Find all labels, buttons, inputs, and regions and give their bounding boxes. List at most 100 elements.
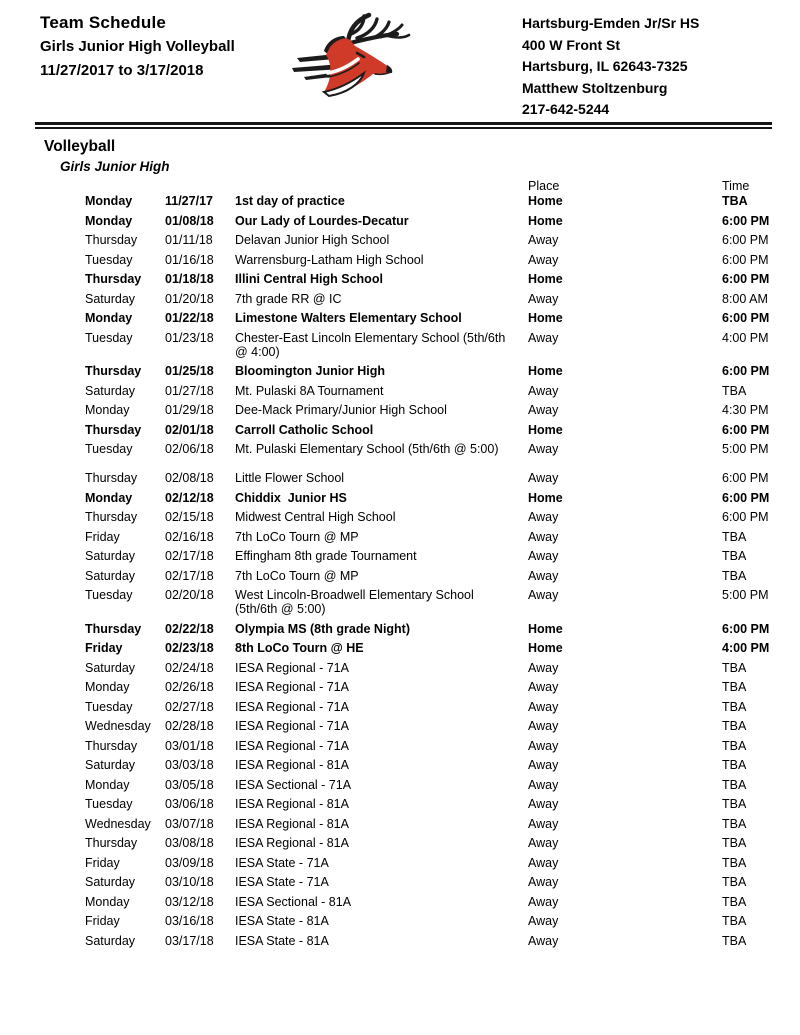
date-cell: 02/27/18: [165, 699, 214, 714]
contact-name: Matthew Stoltzenburg: [522, 79, 668, 96]
day-cell: Wednesday: [85, 816, 151, 831]
event-cell: Mt. Pulaski Elementary School (5th/6th @…: [235, 442, 499, 456]
date-cell: 03/09/18: [165, 855, 214, 870]
event-cell: 7th LoCo Tourn @ MP: [235, 568, 359, 583]
day-cell: Monday: [85, 213, 133, 228]
place-cell: Away: [528, 510, 559, 524]
date-cell: 02/06/18: [165, 442, 214, 456]
event-cell: IESA Sectional - 71A: [235, 777, 352, 792]
schedule-row: Thursday 02/08/18 Little Flower School A…: [85, 471, 800, 485]
time-cell: 6:00 PM: [722, 213, 770, 228]
schedule-row: Saturday 03/17/18 IESA State - 81A Away …: [85, 934, 800, 948]
event-cell: IESA Regional - 71A: [235, 738, 349, 753]
schedule-row: Thursday 01/18/18 Illini Central High Sc…: [85, 272, 800, 286]
time-cell: TBA: [722, 875, 747, 889]
time-cell: 6:00 PM: [722, 311, 770, 325]
schedule-date-range: 11/27/2017 to 3/17/2018: [40, 62, 204, 79]
place-cell: Home: [528, 364, 563, 378]
place-cell: Away: [528, 471, 559, 485]
schedule-row: Saturday 02/17/18 Effingham 8th grade To…: [85, 549, 800, 563]
event-cell: IESA Regional - 81A: [235, 836, 349, 850]
place-cell: Away: [528, 252, 559, 267]
schedule-table-header: Place Time: [85, 180, 800, 193]
day-cell: Tuesday: [85, 699, 133, 714]
place-cell: Away: [528, 836, 559, 850]
time-cell: TBA: [722, 680, 747, 694]
day-cell: Thursday: [85, 272, 142, 286]
day-cell: Monday: [85, 777, 130, 792]
day-cell: Saturday: [85, 875, 136, 889]
place-cell: Away: [528, 758, 559, 772]
place-column-header: Place: [528, 179, 560, 193]
schedule-row: Thursday 01/25/18 Bloomington Junior Hig…: [85, 364, 800, 378]
place-cell: Away: [528, 797, 559, 811]
contact-phone: 217-642-5244: [522, 101, 610, 117]
date-cell: 03/16/18: [165, 914, 214, 928]
time-cell: 5:00 PM: [722, 442, 769, 456]
day-cell: Monday: [85, 894, 130, 909]
schedule-row: Thursday 01/11/18 Delavan Junior High Sc…: [85, 233, 800, 247]
place-cell: Away: [528, 403, 559, 417]
schedule-row: Tuesday 02/27/18 IESA Regional - 71A Awa…: [85, 700, 800, 714]
schedule-row: Friday 03/16/18 IESA State - 81A Away TB…: [85, 914, 800, 928]
place-cell: Away: [528, 660, 559, 675]
date-cell: 02/01/18: [165, 422, 214, 437]
date-cell: 03/03/18: [165, 758, 214, 772]
day-cell: Monday: [85, 680, 130, 694]
day-cell: Thursday: [85, 422, 142, 437]
date-cell: 01/08/18: [165, 213, 214, 228]
event-cell: Mt. Pulaski 8A Tournament: [235, 383, 384, 398]
place-cell: Away: [528, 233, 559, 247]
event-cell: IESA State - 81A: [235, 914, 329, 928]
time-cell: TBA: [722, 549, 747, 563]
time-cell: TBA: [722, 568, 747, 583]
schedule-row: Saturday 02/24/18 IESA Regional - 71A Aw…: [85, 661, 800, 675]
date-cell: 01/20/18: [165, 291, 214, 306]
event-cell: IESA Regional - 71A: [235, 699, 349, 714]
date-cell: 01/11/18: [165, 233, 213, 247]
schedule-row: Friday 02/23/18 8th LoCo Tourn @ HE Home…: [85, 641, 800, 655]
schedule-row: Monday 03/05/18 IESA Sectional - 71A Awa…: [85, 778, 800, 792]
date-cell: 01/22/18: [165, 311, 214, 325]
event-cell: Effingham 8th grade Tournament: [235, 549, 417, 563]
day-cell: Tuesday: [85, 442, 133, 456]
event-cell: Warrensburg-Latham High School: [235, 252, 424, 267]
time-cell: TBA: [722, 738, 747, 753]
day-cell: Saturday: [85, 568, 136, 583]
date-cell: 02/08/18: [165, 471, 214, 485]
day-cell: Friday: [85, 641, 123, 655]
header-left-block: Team Schedule Girls Junior High Volleyba…: [40, 13, 235, 79]
date-cell: 02/24/18: [165, 660, 214, 675]
school-address-line1: 400 W Front St: [522, 36, 621, 53]
time-cell: TBA: [722, 660, 747, 675]
place-cell: Away: [528, 330, 559, 345]
time-cell: TBA: [722, 933, 747, 948]
time-cell: TBA: [722, 855, 747, 870]
place-cell: Away: [528, 816, 559, 831]
place-cell: Home: [528, 213, 563, 228]
day-cell: Thursday: [85, 233, 138, 247]
event-cell: 1st day of practice: [235, 194, 345, 208]
day-cell: Saturday: [85, 660, 136, 675]
schedule-row: Thursday 02/22/18 Olympia MS (8th grade …: [85, 622, 800, 636]
time-cell: TBA: [722, 383, 747, 398]
place-cell: Away: [528, 680, 559, 694]
place-cell: Away: [528, 914, 559, 928]
day-cell: Monday: [85, 490, 133, 505]
school-name: Hartsburg-Emden Jr/Sr HS: [522, 15, 700, 31]
date-cell: 03/05/18: [165, 777, 214, 792]
team-heading: Girls Junior High: [60, 159, 170, 174]
day-cell: Tuesday: [85, 330, 133, 345]
date-cell: 02/17/18: [165, 568, 214, 583]
day-cell: Thursday: [85, 364, 142, 378]
date-cell: 01/18/18: [165, 272, 214, 286]
day-cell: Thursday: [85, 738, 138, 753]
time-cell: TBA: [722, 777, 747, 792]
schedule-row: Friday 02/16/18 7th LoCo Tourn @ MP Away…: [85, 530, 800, 544]
schedule-row: Monday 02/26/18 IESA Regional - 71A Away…: [85, 680, 800, 694]
event-cell: Carroll Catholic School: [235, 422, 374, 437]
event-cell: IESA Regional - 71A: [235, 719, 349, 733]
schedule-row: Tuesday 02/06/18 Mt. Pulaski Elementary …: [85, 442, 800, 456]
event-cell: 7th LoCo Tourn @ MP: [235, 529, 359, 544]
day-cell: Saturday: [85, 383, 136, 398]
